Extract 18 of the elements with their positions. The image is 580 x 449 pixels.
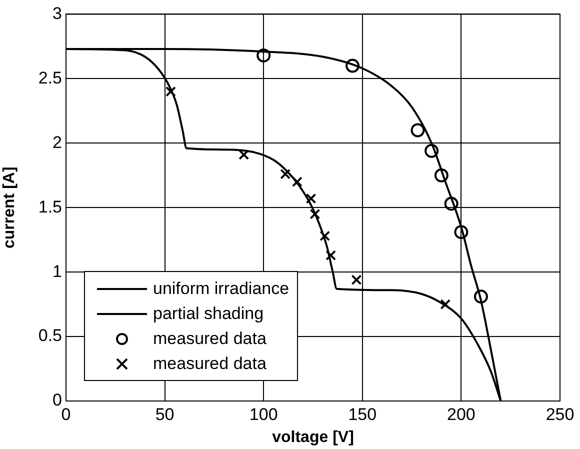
y-tick-label: 0.5 (38, 326, 62, 346)
y-tick-label: 1.5 (38, 197, 62, 216)
legend-label: measured data (153, 328, 266, 350)
y-tick-label: 0 (52, 390, 62, 410)
y-axis-title: current [A] (1, 166, 18, 248)
x-tick-label: 50 (155, 404, 174, 424)
y-tick-label: 1 (52, 262, 62, 281)
legend-label: uniform irradiance (153, 278, 290, 300)
y-tick-label: 3 (52, 4, 62, 23)
legend-label: measured data (153, 353, 266, 375)
y-tick-label: 2 (52, 132, 62, 152)
x-tick-label: 100 (249, 404, 278, 424)
x-tick-label: 150 (348, 404, 377, 424)
legend-label: partial shading (153, 303, 264, 325)
x-tick-label: 200 (447, 404, 476, 424)
x-tick-label: 250 (546, 404, 574, 424)
x-axis-title: voltage [V] (272, 428, 354, 446)
y-tick-label: 2.5 (38, 68, 62, 88)
